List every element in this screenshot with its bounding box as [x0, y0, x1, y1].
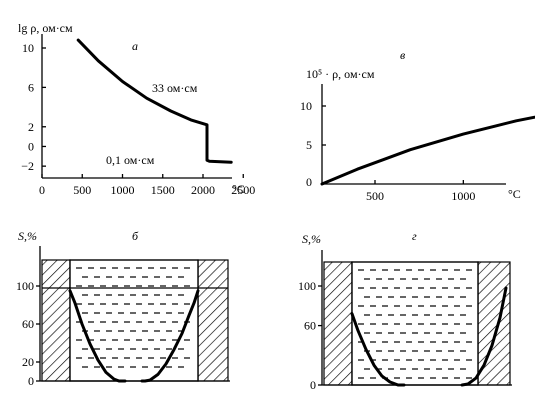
panel-a-xtick-label: 500 — [73, 183, 91, 197]
panel-b-right-wall — [197, 259, 229, 382]
panel-v-ytick-label: 10 — [300, 99, 312, 113]
panel-v-ylabel: 10⁵ · ρ, ом·см — [306, 67, 375, 81]
panel-a-ticks: 10 6 2 0 −2 0 500 1000 1500 2000 2500 — [21, 41, 255, 197]
panel-b-liquid — [76, 267, 190, 368]
panel-g-left-wall — [323, 261, 353, 386]
panel-a-xtick-label: 2000 — [191, 183, 215, 197]
panel-b-curve-right — [140, 289, 200, 383]
panel-a-annotation-33: 33 ом·см — [152, 81, 198, 95]
panel-v-xtick-label: 1000 — [451, 189, 475, 203]
panel-g-ytick-label: 60 — [304, 319, 316, 333]
panel-v-xtick-label: 500 — [366, 189, 384, 203]
panel-b-ylabel: S,% — [18, 229, 37, 243]
panel-g: S,% г 100 60 0 — [298, 229, 512, 392]
panel-v-curve — [320, 115, 535, 186]
panel-a-xtick-label: 0 — [39, 183, 45, 197]
panel-v-ytick-label: 5 — [306, 138, 312, 152]
panel-a-xtick-label: 2500 — [231, 183, 255, 197]
panel-b: S,% б 100 60 20 0 — [16, 229, 230, 388]
panel-a-xlabel: °С — [232, 182, 245, 196]
panel-g-ytick-label: 0 — [310, 378, 316, 392]
panel-b-basin — [69, 259, 199, 382]
panel-a-curve — [76, 38, 233, 164]
panel-a-annotation-01: 0,1 ом·см — [106, 153, 155, 167]
panel-g-ticks: 100 60 0 — [298, 279, 322, 392]
panel-a-ytick-label: 10 — [22, 41, 34, 55]
panel-b-letter: б — [132, 229, 139, 243]
panel-b-left-wall — [41, 259, 71, 382]
panel-v-ytick-label: 0 — [306, 175, 312, 189]
panel-g-ytick-label: 100 — [298, 279, 316, 293]
panel-a-ytick-label: −2 — [21, 159, 34, 173]
panel-v-ticks: 105050010001500 — [300, 99, 475, 203]
panel-a-ytick-label: 0 — [28, 139, 34, 153]
panel-b-curve-left — [68, 289, 127, 383]
panel-g-curve-left — [350, 312, 406, 387]
panel-a-xtick-label: 1500 — [151, 183, 175, 197]
panel-a-ylabel: lg ρ, ом·см — [18, 21, 73, 35]
panel-g-ylabel: S,% — [302, 232, 321, 246]
panel-b-ytick-label: 60 — [22, 317, 34, 331]
panel-g-liquid — [358, 269, 472, 379]
panel-v-xlabel: °С — [508, 187, 521, 201]
panel-v: 10⁵ · ρ, ом·см в 105050010001500 °С — [300, 48, 535, 203]
panel-a-ytick-label: 6 — [28, 80, 34, 94]
panel-b-ytick-label: 20 — [22, 355, 34, 369]
panel-a: lg ρ, ом·см а 10 6 2 0 −2 0 500 1000 1500 2000 250… — [18, 21, 255, 197]
panel-a-ytick-label: 2 — [28, 120, 34, 134]
panel-a-letter: а — [132, 39, 138, 53]
panel-b-ticks: 100 60 20 0 — [16, 279, 40, 388]
panel-v-letter: в — [400, 48, 405, 62]
panel-b-ytick-label: 100 — [16, 279, 34, 293]
panel-a-xtick-label: 1000 — [111, 183, 135, 197]
panel-b-ytick-label: 0 — [28, 374, 34, 388]
panel-g-letter: г — [412, 229, 417, 243]
panel-g-curve-right — [460, 286, 508, 387]
